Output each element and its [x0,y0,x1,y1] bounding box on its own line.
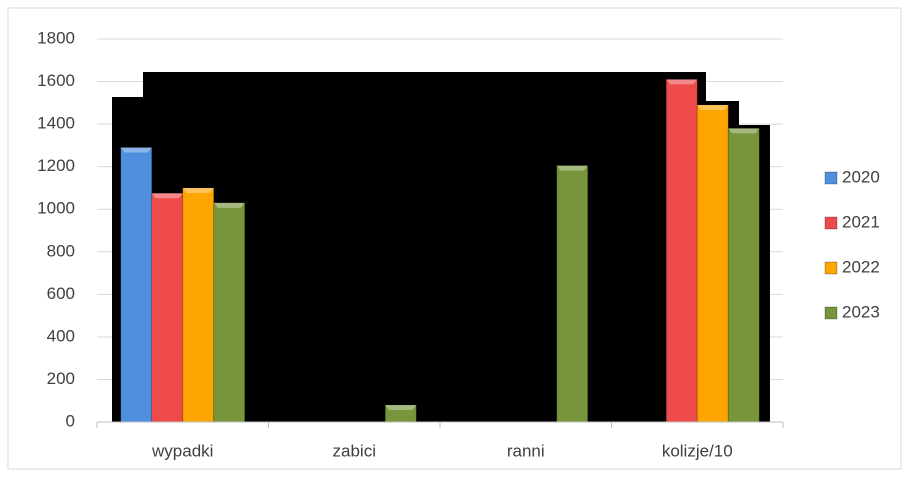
bar [696,104,729,423]
bar-bevel [666,79,698,85]
bar-bevel [151,193,183,199]
bar-bevel [556,165,588,171]
bar-bevel [697,104,729,110]
legend-swatch [824,171,838,185]
bar-bevel [120,147,152,153]
x-tick-label: zabici [333,441,376,460]
bar-bevel [385,404,417,410]
bar-bevel [213,202,245,208]
bar [665,78,698,423]
black-artifact [112,72,770,422]
legend-swatch [824,216,838,230]
legend-label: 2022 [842,257,880,276]
y-tick-label: 800 [47,241,75,260]
y-tick-label: 1000 [37,199,75,218]
y-tick-label: 200 [47,369,75,388]
y-tick-label: 400 [47,326,75,345]
bars [120,78,760,423]
y-tick-label: 0 [66,411,75,430]
legend-swatch [824,261,838,275]
bar [151,192,184,423]
y-tick-label: 1600 [37,71,75,90]
y-tick-label: 1800 [37,28,75,47]
y-tick-label: 1400 [37,114,75,133]
x-tick-label: wypadki [151,441,213,460]
y-tick-label: 600 [47,284,75,303]
legend-label: 2023 [842,302,880,321]
legend-swatch [824,306,838,320]
bar [182,187,215,423]
bar [213,202,246,423]
legend-label: 2020 [842,167,880,186]
y-tick-label: 1200 [37,156,75,175]
legend-label: 2021 [842,212,880,231]
x-tick-label: kolizje/10 [662,441,733,460]
bar [556,165,589,423]
x-tick-label: ranni [507,441,545,460]
bar-bevel [728,128,760,134]
bar [120,147,153,423]
bar-bevel [182,187,214,193]
bar [727,127,760,423]
